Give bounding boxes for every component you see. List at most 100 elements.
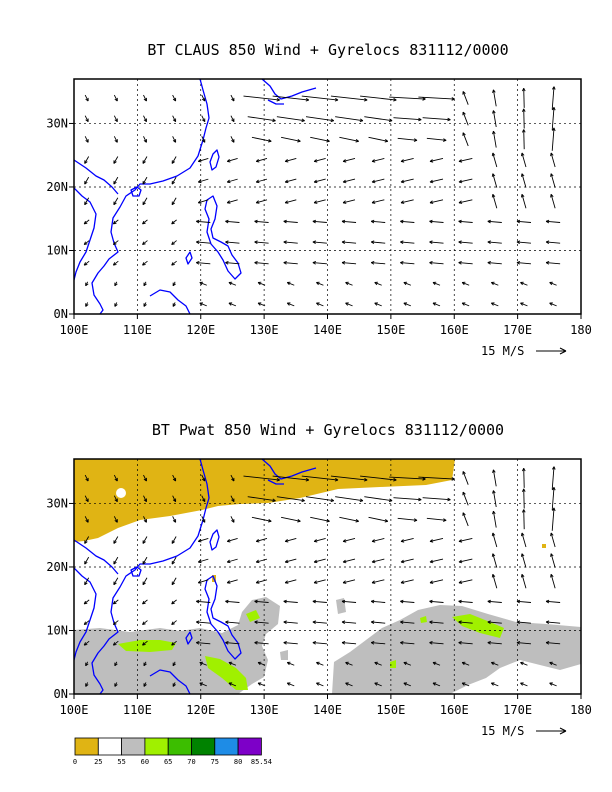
wind-arrow	[345, 281, 353, 286]
wind-arrow	[364, 116, 393, 123]
wind-arrow	[487, 240, 502, 244]
wind-arrow	[283, 240, 298, 244]
wind-arrow	[368, 516, 389, 523]
wind-arrow	[429, 158, 444, 163]
x-tick-label: 160E	[440, 323, 469, 337]
wind-arrow	[171, 640, 177, 646]
wind-arrow	[228, 661, 237, 666]
wind-arrow	[83, 640, 90, 646]
wind-arrow	[393, 117, 422, 122]
wind-arrow	[225, 219, 240, 224]
colorbar-label: 85.54	[251, 758, 272, 766]
wind-arrow	[197, 579, 209, 584]
wind-arrow	[549, 281, 557, 286]
pwat-shading	[74, 459, 581, 694]
wind-arrow	[230, 474, 235, 482]
reference-vector-label: 15 M/S	[481, 724, 524, 738]
wind-arrow	[112, 620, 119, 625]
wind-arrow	[341, 641, 357, 645]
wind-arrow	[521, 467, 526, 488]
wind-arrow	[226, 558, 238, 564]
wind-arrow	[418, 96, 455, 101]
wind-arrow	[84, 156, 90, 164]
chart-title: BT Pwat 850 Wind + Gyrelocs 831112/0000	[152, 421, 504, 439]
wind-arrow	[432, 281, 441, 286]
pwat-band-55-60	[332, 605, 581, 694]
coastline-map	[74, 79, 317, 314]
wind-arrow	[142, 640, 148, 646]
wind-arrow	[550, 532, 556, 548]
pwat-band-60-65	[542, 544, 546, 548]
wind-arrow	[142, 577, 148, 586]
wind-arrow	[283, 261, 298, 265]
wind-arrow	[490, 302, 499, 307]
wind-arrow	[226, 538, 238, 543]
wind-arrow	[520, 281, 528, 286]
wind-arrow	[257, 661, 266, 666]
wind-arrow	[284, 538, 297, 543]
wind-vectors	[83, 466, 561, 687]
wind-arrow	[462, 471, 469, 485]
wind-arrow	[142, 240, 148, 245]
wind-arrow	[342, 158, 356, 163]
wind-arrow	[225, 641, 240, 645]
wind-arrow	[226, 158, 238, 163]
wind-arrow	[458, 199, 473, 204]
wind-arrow	[143, 682, 147, 687]
colorbar-label: 75	[211, 758, 219, 766]
wind-arrow	[225, 261, 240, 265]
wind-arrow	[462, 111, 469, 126]
wind-arrow	[374, 661, 382, 666]
wind-arrow	[371, 558, 385, 564]
wind-arrow	[520, 532, 527, 548]
wind-arrow	[196, 620, 211, 624]
wind-arrow	[370, 240, 386, 244]
wind-arrow	[429, 178, 444, 184]
wind-arrow	[313, 199, 326, 204]
wind-arrow	[492, 510, 497, 528]
wind-arrow	[172, 136, 177, 143]
wind-arrow	[199, 281, 207, 286]
wind-arrow	[84, 516, 89, 523]
pwat-band-55-60	[280, 650, 288, 660]
y-tick-label: 10N	[46, 243, 68, 257]
colorbar-swatch	[214, 737, 239, 756]
wind-arrow	[341, 620, 357, 624]
wind-arrow	[255, 199, 268, 204]
wind-arrow	[247, 116, 276, 123]
wind-arrow	[403, 661, 412, 666]
wind-arrow	[364, 496, 393, 503]
pwat-band-60-65	[420, 616, 427, 623]
wind-arrow	[458, 620, 473, 624]
wind-arrow	[254, 641, 269, 645]
wind-arrow	[462, 491, 469, 506]
wind-arrow	[551, 466, 556, 490]
wind-arrow	[171, 260, 177, 266]
wind-arrow	[462, 132, 469, 147]
wind-arrow	[281, 516, 301, 523]
wind-arrow	[201, 94, 206, 102]
wind-arrow	[171, 599, 177, 605]
wind-arrow	[458, 261, 473, 265]
x-tick-label: 100E	[60, 703, 89, 717]
wind-arrow	[114, 661, 118, 667]
wind-arrow	[199, 302, 207, 307]
wind-arrow	[114, 281, 118, 287]
x-tick-label: 170E	[503, 703, 532, 717]
wind-arrow	[83, 620, 90, 625]
wind-arrow	[339, 136, 359, 143]
wind-arrow	[462, 91, 469, 105]
wind-arrow	[429, 599, 444, 604]
wind-arrow	[255, 158, 268, 163]
wind-arrow	[316, 281, 324, 286]
colorbar-swatch	[167, 737, 192, 756]
wind-arrow	[545, 599, 561, 604]
wind-arrow	[545, 641, 561, 645]
wind-arrow	[549, 302, 557, 307]
x-tick-label: 140E	[313, 703, 342, 717]
colorbar-swatch	[144, 737, 169, 756]
wind-arrow	[143, 495, 147, 503]
x-tick-label: 160E	[440, 703, 469, 717]
wind-arrow	[85, 661, 89, 667]
wind-arrow	[143, 661, 147, 667]
